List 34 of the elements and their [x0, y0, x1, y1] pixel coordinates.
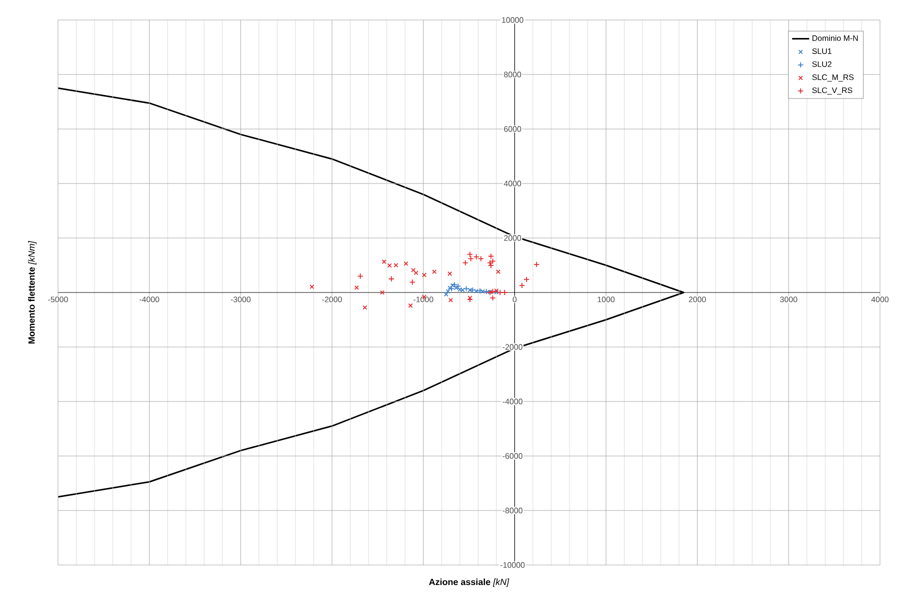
point — [463, 286, 470, 292]
point — [462, 260, 468, 266]
point — [414, 270, 418, 276]
point — [468, 296, 472, 300]
point — [524, 276, 530, 282]
point — [382, 259, 386, 264]
point — [496, 270, 501, 274]
point — [380, 290, 385, 295]
point — [409, 279, 416, 286]
point — [354, 285, 359, 290]
point — [518, 282, 526, 288]
point — [466, 296, 473, 303]
point — [422, 272, 427, 278]
point — [534, 261, 540, 268]
point — [357, 273, 364, 280]
point — [458, 287, 462, 292]
x-axis-title: Azione assiale [kN] — [429, 578, 510, 587]
point — [404, 261, 408, 266]
point — [444, 292, 448, 297]
point — [388, 276, 394, 282]
point — [432, 270, 437, 274]
point — [488, 262, 494, 269]
point — [502, 289, 508, 296]
point — [448, 286, 455, 292]
point — [497, 289, 504, 296]
point — [411, 268, 416, 272]
point — [408, 303, 413, 308]
point — [310, 284, 314, 290]
point — [448, 298, 454, 302]
point — [483, 288, 490, 294]
point — [448, 271, 452, 276]
y-axis-title: Momento flettente [kNm] — [28, 240, 36, 344]
point — [486, 260, 494, 266]
point — [362, 305, 368, 310]
